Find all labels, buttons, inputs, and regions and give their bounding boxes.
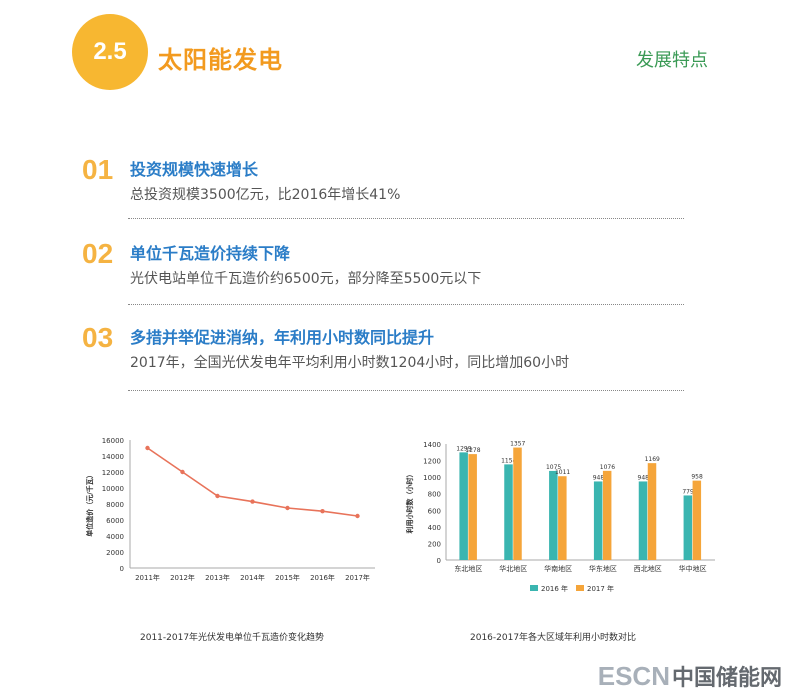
y-tick-label: 10000: [102, 485, 124, 493]
divider: [128, 390, 684, 391]
data-point: [145, 445, 150, 451]
y-axis-label: 单位造价（元/千瓦）: [85, 471, 94, 537]
point-heading: 单位千瓦造价持续下降: [130, 244, 291, 263]
bar: [647, 463, 657, 560]
bar-value-label: 1011: [555, 469, 570, 476]
line-chart: 0 2000 4000 6000 8000 10000 12000 14000 16000 单位造…: [85, 437, 375, 582]
bar: [504, 464, 513, 560]
y-tick-label: 4000: [106, 533, 124, 541]
bar-value-label: 948: [593, 474, 605, 481]
bar: [692, 480, 702, 560]
bar-value-label: 1076: [600, 464, 615, 471]
data-point: [320, 509, 325, 514]
divider: [128, 218, 684, 219]
bar-value-label: 1154: [501, 457, 516, 464]
bar-value-label: 958: [691, 474, 703, 481]
x-tick-label: 华南地区: [544, 564, 572, 573]
y-tick-label: 600: [428, 507, 441, 515]
series-line: [147, 447, 358, 517]
bar: [683, 495, 693, 560]
data-point: [180, 469, 185, 475]
section-title: 太阳能发电: [158, 46, 283, 74]
bar: [459, 452, 468, 560]
point-description: 2017年，全国光伏发电年平均利用小时数1204小时，同比增加60小时: [130, 355, 570, 371]
x-tick-label: 华中地区: [679, 564, 707, 573]
section-number: 2.5: [93, 38, 127, 65]
x-tick-label: 2017年: [345, 573, 370, 582]
bar: [593, 481, 603, 560]
point-number: 01: [82, 154, 114, 185]
line-chart-caption: 2011-2017年光伏发电单位千瓦造价变化趋势: [140, 633, 325, 643]
data-point: [355, 513, 360, 519]
y-tick-label: 14000: [102, 453, 124, 461]
data-point: [250, 499, 255, 504]
point-item-3: 03 多措并举促进消纳，年利用小时数同比提升 2017年，全国光伏发电年平均利用…: [82, 322, 682, 382]
point-description: 总投资规模3500亿元，比2016年增长41%: [130, 187, 401, 203]
y-tick-label: 1400: [423, 441, 441, 449]
bar-value-label: 1299: [456, 445, 471, 452]
legend-label: 2016 年: [541, 584, 568, 593]
legend-swatch: [530, 585, 538, 591]
x-tick-label: 华北地区: [499, 564, 527, 573]
x-tick-label: 西北地区: [634, 564, 662, 573]
bar-value-label: 1357: [510, 441, 525, 448]
point-item-1: 01 投资规模快速增长 总投资规模3500亿元，比2016年增长41%: [82, 154, 682, 214]
bar-value-label: 1169: [645, 456, 660, 463]
legend-swatch: [576, 585, 584, 591]
x-tick-label: 2012年: [170, 573, 195, 582]
y-tick-label: 8000: [106, 501, 124, 509]
data-point: [285, 505, 290, 511]
point-number: 03: [82, 322, 114, 353]
bar: [638, 481, 648, 560]
y-tick-label: 2000: [106, 549, 124, 557]
point-item-2: 02 单位千瓦造价持续下降 光伏电站单位千瓦造价约6500元，部分降至5500元…: [82, 238, 682, 298]
bar-value-label: 1278: [465, 447, 480, 454]
x-tick-label: 华东地区: [589, 564, 617, 573]
point-number: 02: [82, 238, 114, 269]
watermark-cn: 中国储能网: [671, 666, 782, 691]
x-tick-label: 2014年: [240, 573, 265, 582]
y-tick-label: 1200: [423, 458, 441, 466]
legend-label: 2017 年: [587, 584, 614, 593]
x-tick-label: 2011年: [135, 573, 160, 582]
divider: [128, 304, 684, 305]
bar: [549, 470, 558, 560]
y-tick-label: 800: [428, 491, 441, 499]
x-tick-label: 2016年: [310, 573, 335, 582]
section-number-badge: 2.5: [72, 14, 148, 90]
point-heading: 投资规模快速增长: [130, 160, 259, 179]
y-tick-label: 1000: [423, 474, 441, 482]
x-tick-label: 2013年: [205, 573, 230, 582]
y-tick-label: 200: [428, 540, 441, 548]
bar-value-label: 948: [638, 474, 650, 481]
y-tick-label: 0: [437, 557, 441, 565]
y-tick-label: 12000: [102, 469, 124, 477]
y-tick-label: 0: [120, 565, 124, 573]
bar-value-label: 1075: [546, 464, 561, 471]
x-tick-label: 2015年: [275, 573, 300, 582]
bar: [513, 447, 522, 560]
point-description: 光伏电站单位千瓦造价约6500元，部分降至5500元以下: [130, 271, 482, 287]
section-subtitle: 发展特点: [636, 50, 708, 71]
bar-chart: 0 200 400 600 800 1000 1200 1400 利用小时数（小时） 129912…: [405, 441, 715, 593]
x-tick-label: 东北地区: [454, 564, 482, 573]
y-tick-label: 16000: [102, 437, 124, 445]
watermark-latin: ESCN: [597, 661, 670, 691]
bar: [602, 470, 612, 560]
point-heading: 多措并举促进消纳，年利用小时数同比提升: [130, 328, 435, 347]
y-axis-label: 利用小时数（小时）: [405, 471, 414, 534]
bar-chart-caption: 2016-2017年各大区域年利用小时数对比: [470, 633, 637, 643]
y-tick-label: 6000: [106, 517, 124, 525]
bar: [468, 454, 477, 560]
bar: [558, 476, 567, 560]
watermark-logo: ESCN中国储能网: [598, 660, 782, 692]
data-point: [215, 493, 220, 499]
bar-value-label: 779: [682, 488, 694, 495]
y-tick-label: 400: [428, 524, 441, 532]
